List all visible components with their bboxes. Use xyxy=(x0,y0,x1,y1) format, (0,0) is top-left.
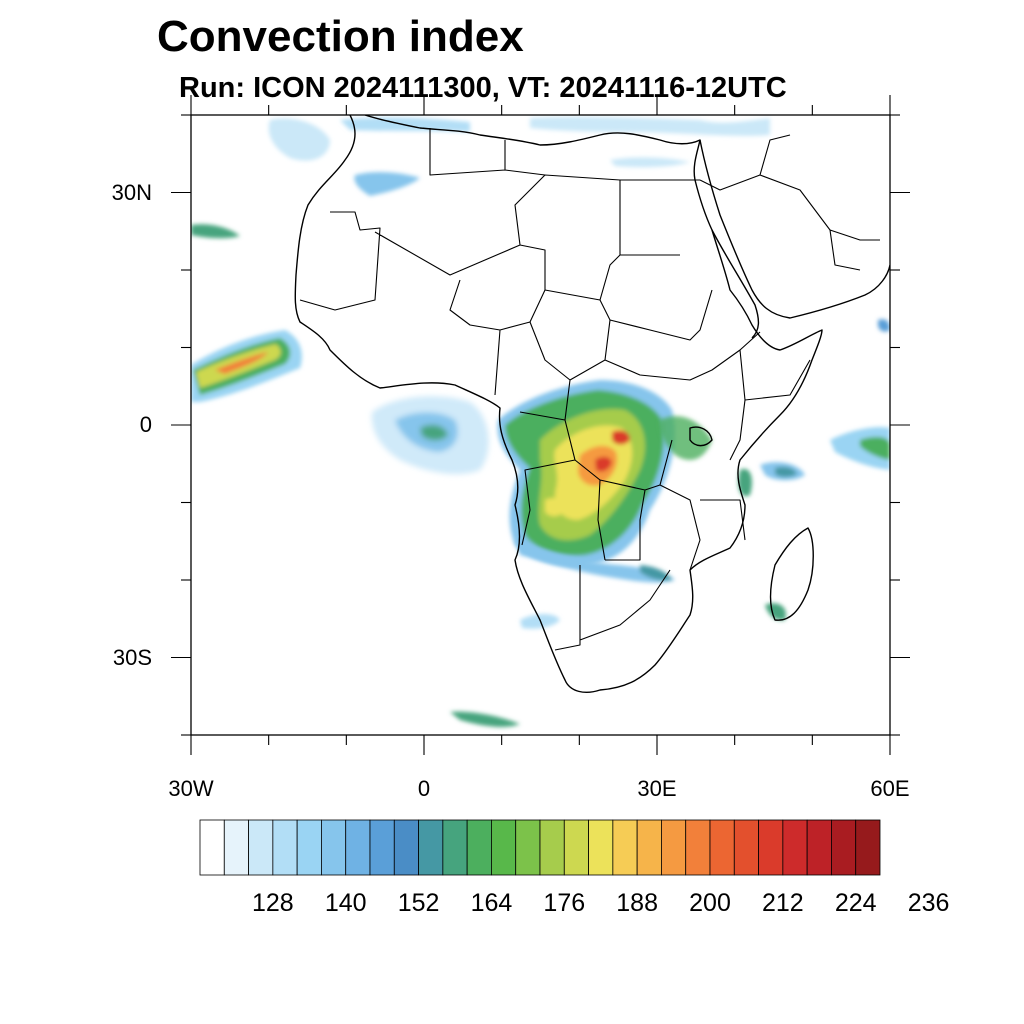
lon-label: 30E xyxy=(637,776,677,801)
convection-region-atlantic-band xyxy=(191,330,302,402)
colorbar-label: 200 xyxy=(689,889,731,917)
colorbar-box xyxy=(418,819,444,876)
convection-field xyxy=(191,116,890,727)
colorbar-box xyxy=(296,819,322,876)
colorbar-box xyxy=(733,819,759,876)
colorbar-box xyxy=(539,819,565,876)
colorbar-label: 176 xyxy=(543,889,586,917)
convection-region-gulf-of-guinea xyxy=(371,396,489,475)
colorbar-box xyxy=(758,819,784,876)
colorbar-label: 212 xyxy=(761,889,804,917)
colorbar-box xyxy=(588,819,614,876)
axis-ticks xyxy=(171,95,910,755)
red-sea-coast xyxy=(711,229,760,339)
lake-victoria xyxy=(689,426,713,447)
map-plot xyxy=(171,95,910,755)
colorbar-box xyxy=(685,819,711,876)
colorbar-box xyxy=(248,819,274,876)
colorbar-box xyxy=(782,819,808,876)
lat-label: 0 xyxy=(139,412,152,437)
colorbar-box xyxy=(806,819,832,876)
colorbar-label: 224 xyxy=(834,889,877,917)
colorbar-label: 188 xyxy=(616,889,658,917)
arabia-coastline xyxy=(699,139,890,319)
colorbar-box xyxy=(491,819,517,876)
chart-title: Convection index xyxy=(157,12,524,61)
colorbar-box xyxy=(831,819,857,876)
colorbar-box xyxy=(855,819,881,876)
colorbar-box xyxy=(636,819,662,876)
madagascar-island xyxy=(769,527,814,621)
colorbar-box xyxy=(393,819,419,876)
colorbar-label: 236 xyxy=(907,889,950,917)
chart-subtitle: Run: ICON 2024111300, VT: 20241116-12UTC xyxy=(179,72,787,104)
convection-region-central-africa xyxy=(497,380,675,567)
colorbar-label: 152 xyxy=(397,889,440,917)
lat-label: 30S xyxy=(112,644,152,670)
colorbar-box xyxy=(272,819,298,876)
convection-region-east-africa xyxy=(659,416,752,497)
colorbar-box xyxy=(563,819,589,876)
convection-region-south-atlantic xyxy=(450,614,560,727)
lon-label: 0 xyxy=(417,776,431,801)
colorbar-box xyxy=(466,819,492,876)
convection-region-southern-band xyxy=(515,540,675,583)
colorbar-box xyxy=(199,819,225,876)
lon-label: 30W xyxy=(168,776,214,801)
colorbar-label: 140 xyxy=(324,889,367,917)
convection-region-north-atlantic xyxy=(191,116,770,239)
colorbar-box xyxy=(442,819,468,876)
colorbar-box xyxy=(345,819,371,876)
colorbar-label: 128 xyxy=(251,889,294,917)
colorbar-box xyxy=(223,819,249,876)
convection-region-indian-ocean xyxy=(760,319,890,621)
colorbar-box xyxy=(661,819,687,876)
colorbar-box xyxy=(709,819,735,876)
border-lines-north xyxy=(429,128,880,271)
colorbar-box xyxy=(612,819,638,876)
colorbar-box xyxy=(515,819,541,876)
colorbar-label: 164 xyxy=(470,889,513,917)
colorbar-box xyxy=(321,819,347,876)
colorbar-box xyxy=(369,819,395,876)
lat-label: 30N xyxy=(111,179,152,205)
lon-label: 60E xyxy=(870,776,910,801)
